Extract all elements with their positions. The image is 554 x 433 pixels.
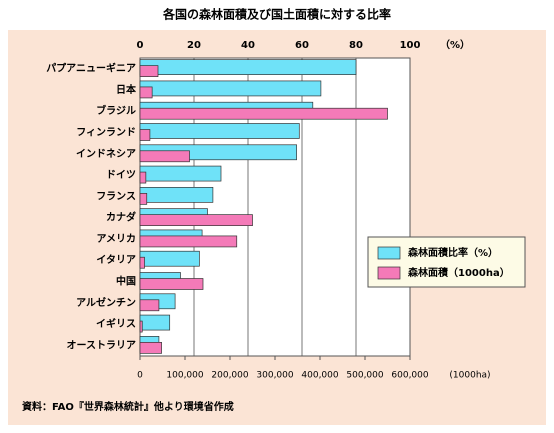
y-tick-label: アルゼンチン	[76, 296, 136, 309]
y-tick-label: ブラジル	[96, 104, 136, 117]
bar	[139, 150, 190, 163]
bar	[139, 250, 200, 267]
chart-title: 各国の森林面積及び国土面積に対する比率	[162, 7, 391, 22]
x2-tick-label: 500,000	[346, 371, 383, 381]
x2-unit: (1000ha)	[449, 371, 490, 381]
legend-label: 森林面積（1000ha）	[407, 266, 510, 279]
y-tick-label: アメリカ	[97, 233, 137, 245]
x-tick-label: 80	[349, 40, 363, 51]
bar	[139, 80, 322, 97]
y-tick-label: インドネシア	[76, 148, 136, 160]
source-note: 資料：FAO『世界森林統計』他より環境省作成	[22, 400, 234, 413]
bar	[139, 123, 300, 139]
legend-swatch	[377, 266, 401, 280]
x2-tick-label: 0	[137, 371, 143, 381]
y-tick-label: イギリス	[96, 317, 136, 330]
legend-box	[367, 236, 526, 288]
bar	[139, 171, 147, 184]
x2-tick-label: 600,000	[391, 371, 428, 381]
x-tick-label: 20	[187, 40, 201, 51]
y-tick-label: フィンランド	[76, 127, 136, 139]
y-tick-label: 中国	[116, 275, 136, 288]
bar	[139, 187, 214, 203]
bar	[139, 278, 204, 290]
bar	[139, 193, 148, 205]
y-tick-label: カナダ	[106, 211, 136, 224]
y-tick-label: ドイツ	[106, 169, 136, 181]
y-tick-label: イタリア	[96, 254, 136, 266]
y-tick-label: オーストラリア	[67, 339, 137, 351]
bar	[139, 165, 222, 182]
x2-tick-label: 200,000	[211, 371, 248, 381]
bar	[139, 86, 153, 99]
bar	[139, 314, 171, 331]
bar	[139, 107, 388, 120]
bar	[139, 320, 143, 333]
x-tick-label: 0	[137, 40, 144, 51]
y-tick-label: パプアニューギニア	[46, 62, 136, 75]
bar	[139, 129, 151, 141]
bar	[139, 299, 160, 312]
y-tick-label: 日本	[116, 83, 137, 96]
bar	[139, 214, 253, 226]
y-tick-label: フランス	[96, 190, 136, 202]
bar	[139, 256, 145, 269]
plot-frame	[139, 57, 411, 357]
bar	[139, 342, 162, 354]
x-tick-label: 40	[241, 40, 255, 51]
bar	[139, 59, 357, 75]
x-tick-label: 60	[295, 40, 309, 51]
bar	[139, 235, 238, 248]
bar	[139, 65, 159, 77]
legend-swatch	[377, 246, 401, 260]
x2-tick-label: 100,000	[166, 371, 203, 381]
x-unit: （%）	[440, 38, 470, 51]
legend-label: 森林面積比率（%）	[407, 246, 498, 259]
x2-tick-label: 300,000	[256, 371, 293, 381]
x-tick-label: 100	[400, 40, 421, 51]
x2-tick-label: 400,000	[301, 371, 338, 381]
